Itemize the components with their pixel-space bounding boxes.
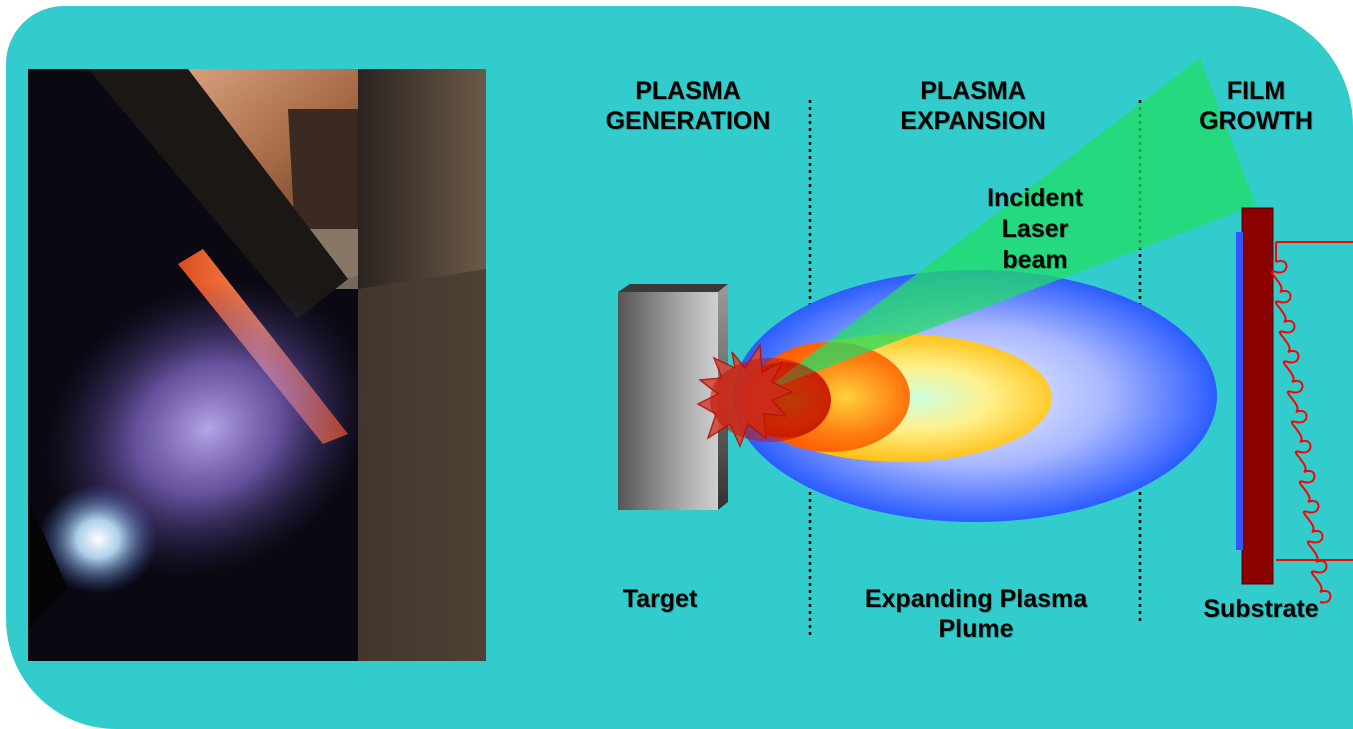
section-title-generation: PLASMA GENERATION [578, 76, 798, 136]
section-title-growth-line1: FILM [1226, 77, 1286, 105]
target-label-text: Target [622, 585, 698, 613]
section-title-expansion-line2: EXPANSION [900, 107, 1046, 135]
film-layer [1236, 232, 1243, 550]
substrate-label-text: Substrate [1203, 595, 1319, 623]
section-title-growth: FILM GROWTH [1176, 76, 1336, 136]
plume-label: Expanding Plasma Plume [826, 584, 1126, 644]
plume-label-line2: Plume [938, 615, 1014, 643]
laser-label-line2: Laser [1001, 215, 1069, 243]
target-block [618, 292, 718, 510]
laser-label-line3: beam [1002, 246, 1068, 274]
section-title-expansion: PLASMA EXPANSION [866, 76, 1080, 136]
substrate-block [1241, 207, 1274, 585]
plume-label-line1: Expanding Plasma [864, 585, 1088, 613]
laser-beam [762, 58, 1256, 392]
section-title-generation-line2: GENERATION [605, 107, 771, 135]
section-title-growth-line2: GROWTH [1199, 107, 1313, 135]
laser-label: Incident Laser beam [955, 183, 1115, 276]
substrate-label: Substrate [1176, 594, 1346, 624]
laser-label-line1: Incident [987, 184, 1083, 212]
heater-wire [1270, 241, 1353, 604]
target-label: Target [590, 584, 730, 614]
ablation-core [710, 358, 830, 442]
section-title-generation-line1: PLASMA [635, 77, 741, 105]
target-top [618, 284, 728, 292]
section-title-expansion-line1: PLASMA [920, 77, 1026, 105]
plasma-photo [28, 69, 486, 661]
